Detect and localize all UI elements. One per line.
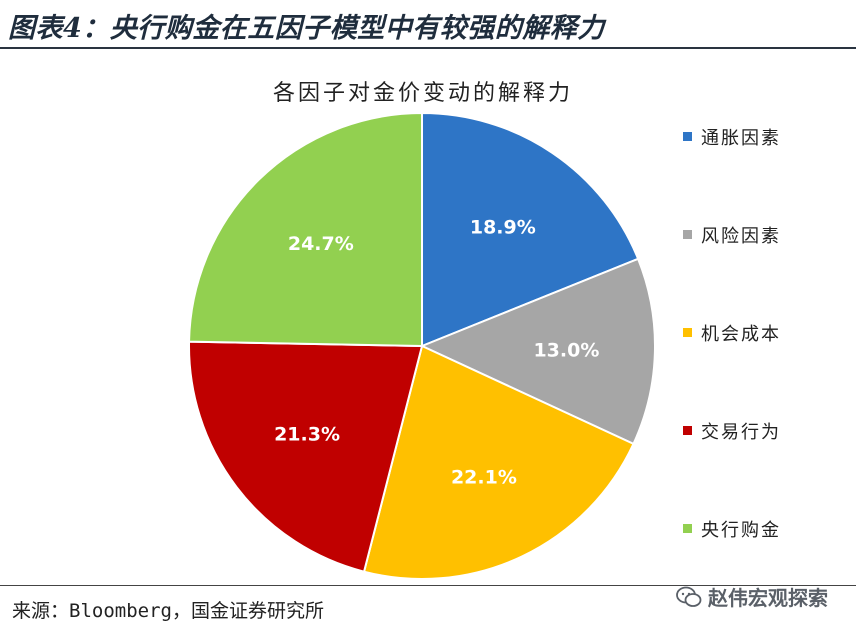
slice-label-5: 24.7% bbox=[288, 233, 354, 255]
watermark-text: 赵伟宏观探索 bbox=[708, 586, 828, 610]
legend-swatch-5 bbox=[683, 524, 692, 533]
watermark: 赵伟宏观探索 bbox=[676, 582, 828, 611]
figure-title: 图表4：央行购金在五因子模型中有较强的解释力 bbox=[8, 13, 605, 44]
source-note: 来源：Bloomberg，国金证券研究所 bbox=[12, 600, 324, 622]
legend-swatch-3 bbox=[683, 328, 692, 337]
pie-slice-labels: 18.9% 13.0% 22.1% 21.3% 24.7% bbox=[274, 216, 599, 488]
legend-label-5: 央行购金 bbox=[701, 520, 781, 541]
legend-swatch-2 bbox=[683, 230, 692, 239]
pie-slice-1 bbox=[421, 111, 640, 348]
legend-label-4: 交易行为 bbox=[701, 422, 781, 443]
pie-chart: 各因子对金价变动的解释力 18.9% 13.0% 22.1% 21.3% 24.7% 通… bbox=[188, 81, 781, 580]
pie-slices bbox=[188, 111, 656, 580]
bottom-divider bbox=[0, 585, 856, 586]
pie-slice-2 bbox=[419, 257, 656, 446]
legend-swatch-1 bbox=[683, 132, 692, 141]
pie-slice-4 bbox=[188, 340, 424, 573]
legend-label-1: 通胀因素 bbox=[701, 128, 781, 149]
chart-title: 各因子对金价变动的解释力 bbox=[273, 81, 573, 106]
legend-label-2: 风险因素 bbox=[701, 226, 781, 247]
legend-label-3: 机会成本 bbox=[701, 324, 781, 345]
slice-label-1: 18.9% bbox=[470, 216, 536, 238]
legend-swatch-4 bbox=[683, 426, 692, 435]
top-divider bbox=[0, 47, 856, 49]
slice-label-2: 13.0% bbox=[533, 340, 599, 362]
slice-label-4: 21.3% bbox=[274, 423, 340, 445]
wechat-icon bbox=[676, 586, 702, 607]
pie-slice-5 bbox=[188, 111, 423, 348]
pie-slice-3 bbox=[362, 344, 635, 580]
slice-label-3: 22.1% bbox=[451, 467, 517, 489]
